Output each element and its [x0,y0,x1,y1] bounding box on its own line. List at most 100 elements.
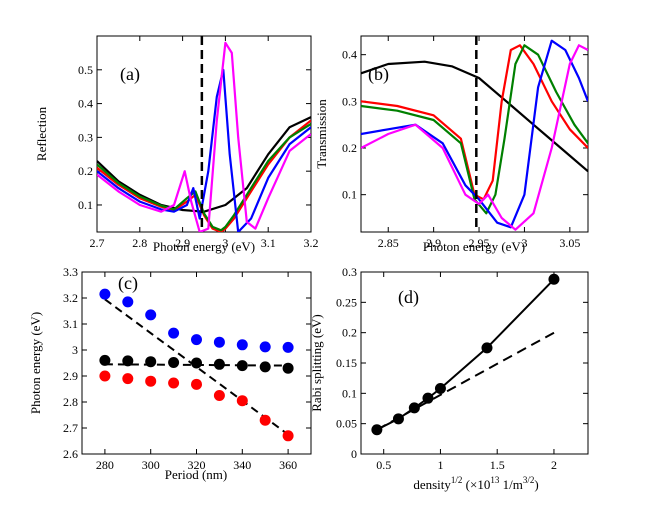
panel-d-xlabel-main: density [413,477,451,492]
panel-c-ytick-label: 2.8 [63,395,78,409]
panel-b-xlabel: Photon energy (eV) [423,239,525,254]
panel-c-xlabel: Period (nm) [165,467,227,482]
data-point-red [122,373,134,385]
panel-a: (a) Photon energy (eV) Reflection 2.7 2.8… [34,35,319,254]
panel-c-xtick-label: 300 [142,458,160,472]
panel-c-ytick-label: 2.7 [63,421,78,435]
panel-c-ytick-label: 3.3 [63,265,78,279]
panel-a-plot-area [97,36,311,232]
panel-a-label: (a) [120,64,140,85]
panel-c-ytick-label: 2.9 [63,369,78,383]
data-point-rabi [434,382,446,394]
panel-d-xlabel-end: ) [534,477,538,492]
panel-d: (d) Rabi splitting (eV) density1/2 (×101… [309,265,589,492]
data-point-rabi [408,402,420,414]
data-point-red [259,414,271,426]
data-point-rabi [371,424,383,436]
panel-d-xlabel-sup2: 13 [490,475,500,485]
data-point-black [122,355,134,367]
panel-d-ytick-label: 0 [351,447,357,461]
data-point-blue [145,309,157,321]
data-point-black [236,360,248,372]
panel-d-ytick-label: 0.05 [336,417,357,431]
panel-c-plot-area [99,288,294,442]
panel-a-xtick-label: 3 [222,236,228,250]
data-point-red [99,370,111,382]
panel-b-plot-area [361,36,588,232]
panel-b-ytick-label: 0.1 [342,188,357,202]
uncoupled-dashed-line [104,298,289,436]
panel-d-xlabel-sup3: 3/2 [523,475,535,485]
panel-d-ytick-label: 0.1 [342,386,357,400]
data-point-black [191,357,202,369]
panel-a-xtick-label: 2.7 [90,236,105,250]
panel-b-xtick-label: 2.95 [469,236,490,250]
panel-d-ytick-label: 0.3 [342,265,357,279]
data-point-red [213,390,225,401]
series-line-red [361,44,588,201]
panel-a-ytick-label: 0.3 [78,130,93,144]
panel-d-ylabel: Rabi splitting (eV) [309,314,324,412]
panel-a-ytick-label: 0.5 [78,63,93,77]
data-point-blue [191,334,202,346]
panel-a-xtick-label: 3.1 [261,236,276,250]
data-point-black [213,358,225,370]
data-point-blue [99,288,111,300]
panel-d-frame [360,271,589,455]
series-line-magenta [361,44,588,231]
panel-a-ytick-label: 0.2 [78,164,93,178]
panel-b: (b) Photon energy (eV) Transmission 2.85… [314,35,589,254]
data-point-black [282,362,294,374]
panel-d-xlabel-sup1: 1/2 [451,475,463,485]
panel-b-xtick-label: 3 [521,236,527,250]
data-point-blue [259,341,271,353]
series-line-magenta [97,41,311,232]
data-point-blue [282,341,294,353]
data-point-blue [122,296,134,308]
panel-a-xlabel: Photon energy (eV) [153,239,255,254]
panel-c: (c) Period (nm) Photon energy (eV) 280 30… [28,265,312,482]
data-point-rabi [481,342,493,354]
panel-c-ytick-label: 2.6 [63,447,78,461]
data-point-black [99,354,111,366]
data-point-blue [236,339,248,351]
panel-b-xtick-label: 2.9 [426,236,441,250]
panel-b-xtick-label: 2.85 [378,236,399,250]
series-line-blue [97,68,311,232]
panel-d-ytick-label: 0.2 [342,326,357,340]
panel-b-ytick-label: 0.4 [342,48,357,62]
panel-d-xtick-label: 2 [551,458,557,472]
data-point-red [236,395,248,407]
panel-c-ylabel: Photon energy (eV) [28,312,43,414]
data-point-black [145,356,157,368]
panel-c-ytick-label: 3.1 [63,317,78,331]
panel-a-ytick-label: 0.4 [78,97,93,111]
data-point-black [259,361,271,373]
series-line-green [361,44,588,215]
panel-d-label: (d) [398,287,419,308]
panel-c-xtick-label: 340 [233,458,251,472]
panel-d-xlabel: density1/2 (×1013 1/m3/2) [413,475,538,492]
panel-b-ylabel: Transmission [314,99,329,169]
panel-b-xtick-label: 3.05 [559,236,580,250]
data-point-black [168,356,180,368]
series-line-black [361,60,588,173]
panel-b-ytick-label: 0.2 [342,141,357,155]
panel-c-label: (c) [118,273,138,294]
panel-d-ytick-label: 0.15 [336,356,357,370]
panel-c-ytick-label: 3 [72,343,78,357]
data-point-blue [168,327,180,339]
panel-d-ytick-label: 0.25 [336,295,357,309]
data-point-red [145,375,157,387]
data-point-blue [213,336,225,348]
panel-d-xlabel-mid: (×10 [462,477,490,492]
panel-d-plot-area [371,273,560,436]
panel-a-ytick-label: 0.1 [78,198,93,212]
panel-b-ytick-label: 0.3 [342,94,357,108]
panel-c-xtick-label: 360 [279,458,297,472]
panel-a-xtick-label: 3.2 [304,236,319,250]
panel-a-xtick-label: 2.8 [132,236,147,250]
data-point-red [168,377,180,389]
panel-a-ylabel: Reflection [34,106,49,161]
panel-d-xlabel-unit: 1/m [499,477,522,492]
